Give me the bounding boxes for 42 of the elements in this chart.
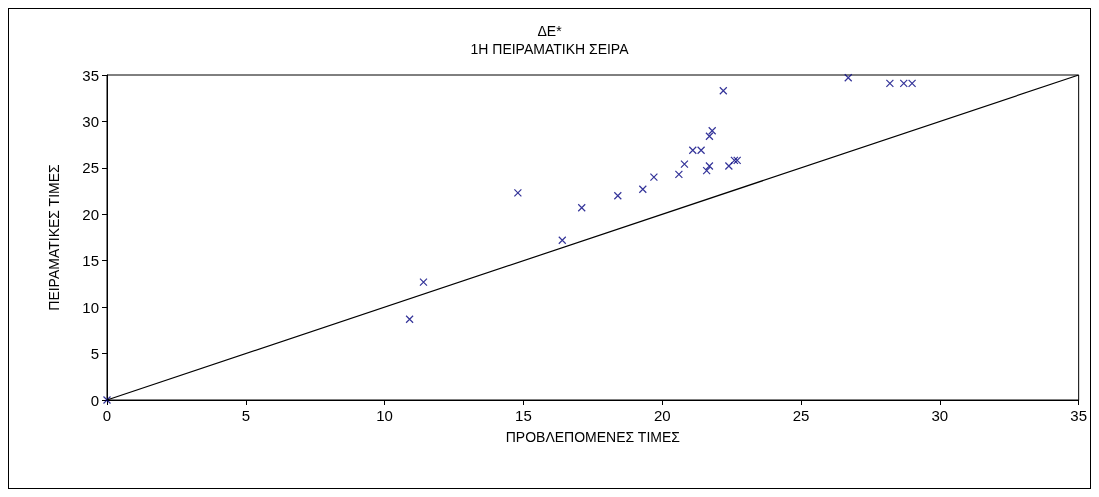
point <box>702 166 711 175</box>
point <box>730 156 739 165</box>
x-tick-label: 10 <box>376 407 393 424</box>
y-tick-label: 10 <box>82 298 99 316</box>
point <box>674 170 683 179</box>
y-tick-label: 30 <box>82 112 99 130</box>
point <box>405 315 414 324</box>
point <box>577 203 586 212</box>
point <box>638 185 647 194</box>
point <box>649 173 658 182</box>
chart-title: ΔΕ* <box>537 23 563 39</box>
x-tick-label: 15 <box>515 407 532 424</box>
x-tick-label: 20 <box>653 407 671 424</box>
x-tick-label: 25 <box>792 407 810 424</box>
x-tick-label: 0 <box>102 407 112 424</box>
point <box>680 160 689 169</box>
chart-subtitle: 1Η ΠΕΙΡΑΜΑΤΙΚΗ ΣΕΙΡΑ <box>470 41 630 57</box>
y-tick-label: 25 <box>82 159 99 177</box>
point <box>419 277 428 287</box>
point <box>733 156 742 165</box>
point <box>705 161 714 171</box>
point <box>907 79 917 88</box>
point <box>724 161 733 171</box>
point <box>613 191 622 200</box>
y-tick-label: 0 <box>90 391 99 409</box>
point <box>719 86 728 95</box>
point <box>697 146 706 155</box>
y-axis-title: ΠΕΙΡΑΜΑΤΙΚΕΣ ΤΙΜΕΣ <box>46 163 62 311</box>
point <box>844 73 853 82</box>
y-tick-label: 35 <box>82 66 99 84</box>
point <box>513 188 522 198</box>
point <box>688 146 697 155</box>
point <box>885 79 894 88</box>
x-tick-label: 30 <box>931 407 949 424</box>
y-tick-label: 20 <box>82 205 99 223</box>
point <box>558 236 567 245</box>
x-tick-label: 35 <box>1070 407 1087 424</box>
y-tick-label: 5 <box>90 345 99 363</box>
point <box>899 79 908 88</box>
y-tick-label: 15 <box>82 252 99 270</box>
x-axis-title: ΠΡΟΒΛΕΠΟΜΕΝΕΣ ΤΙΜΕΣ <box>505 429 681 445</box>
x-tick-label: 5 <box>241 407 250 424</box>
